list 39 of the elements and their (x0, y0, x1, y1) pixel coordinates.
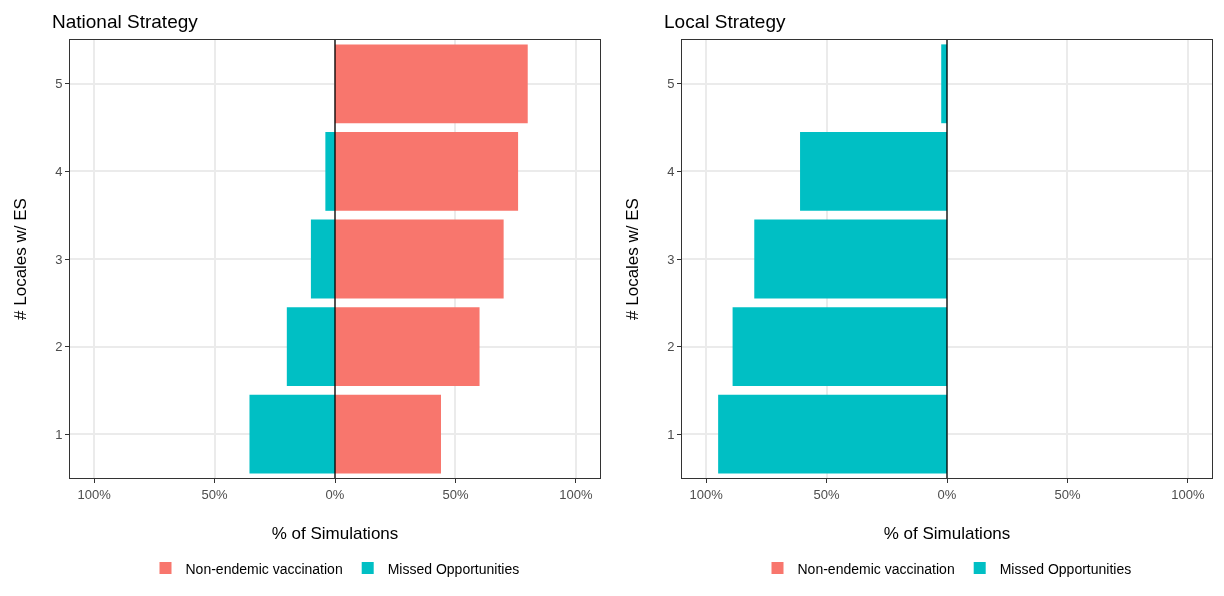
bar (335, 307, 480, 387)
bar (335, 44, 528, 124)
x-tick-label: 50% (442, 486, 469, 502)
y-tick-label: 1 (667, 426, 675, 442)
chart-title: National Strategy (52, 11, 199, 33)
chart-title: Local Strategy (664, 11, 786, 33)
y-tick-label: 2 (667, 339, 675, 355)
x-axis-title: % of Simulations (271, 524, 399, 543)
x-tick-label: 100% (1171, 486, 1205, 502)
y-axis-title: # Locales w/ ES (623, 198, 642, 320)
bar (325, 131, 335, 211)
legend-label: Non-endemic vaccination (797, 560, 955, 577)
x-tick-label: 100% (77, 486, 112, 502)
y-tick-label: 1 (55, 426, 63, 442)
legend-label: Non-endemic vaccination (185, 560, 343, 577)
x-tick-label: 50% (813, 486, 840, 502)
bar (335, 219, 504, 299)
y-tick-label: 2 (55, 339, 63, 355)
x-tick-label: 0% (937, 486, 957, 502)
bar (249, 394, 335, 474)
y-tick-label: 5 (55, 76, 63, 92)
bar (335, 394, 441, 474)
y-tick-label: 3 (667, 251, 675, 267)
x-tick-label: 100% (689, 486, 724, 502)
y-tick-label: 4 (667, 163, 675, 179)
y-tick-label: 3 (55, 251, 63, 267)
bar (286, 307, 335, 387)
x-tick-label: 0% (325, 486, 345, 502)
legend-label: Missed Opportunities (387, 560, 520, 577)
x-tick-label: 50% (201, 486, 228, 502)
bar (335, 131, 519, 211)
legend-label: Missed Opportunities (999, 560, 1132, 577)
x-tick-label: 100% (559, 486, 593, 502)
y-tick-label: 5 (667, 76, 675, 92)
bar (310, 219, 335, 299)
x-tick-label: 50% (1054, 486, 1081, 502)
x-axis-title: % of Simulations (883, 524, 1011, 543)
y-axis-title: # Locales w/ ES (11, 198, 30, 320)
y-tick-label: 4 (55, 163, 63, 179)
